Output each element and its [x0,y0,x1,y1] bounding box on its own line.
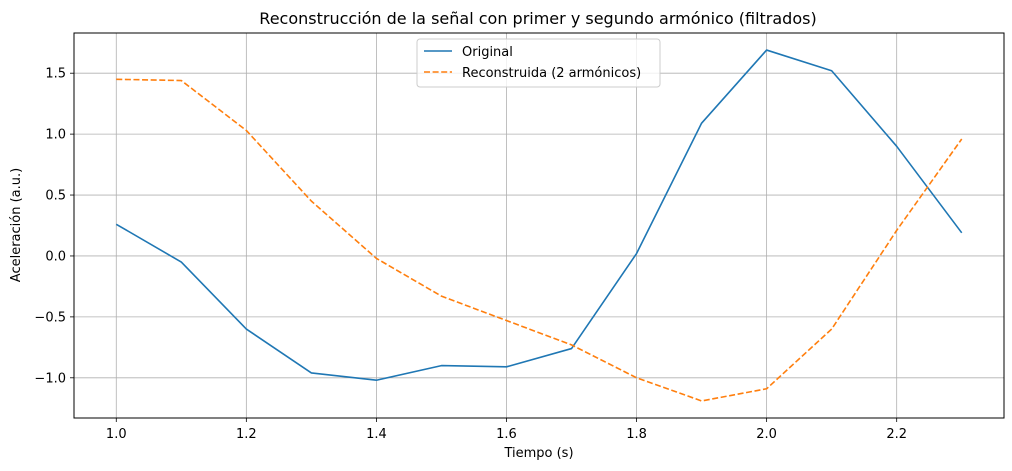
x-tick-label: 2.0 [756,427,777,442]
y-tick-label: 1.5 [45,67,66,82]
grid-lines [74,33,1004,418]
x-tick-label: 1.2 [236,427,257,442]
x-tick-label: 1.0 [106,427,127,442]
legend-box [416,38,661,88]
series-line-reconstruida [116,78,963,402]
plot-frame [73,32,1005,419]
x-axis-label: Tiempo (s) [503,446,573,461]
y-tick-label: 1.0 [45,128,66,143]
series-layer [115,49,963,402]
y-tick-label: 0.5 [45,189,66,204]
y-tick-label: 0.0 [45,249,66,264]
legend: Original Reconstruida (2 armónicos) [416,38,661,88]
y-tick-label: −0.5 [34,310,66,325]
x-tick-label: 1.6 [496,427,517,442]
x-tick-label: 1.8 [626,427,647,442]
x-tick-label: 1.4 [366,427,387,442]
y-tick-label: −1.0 [34,371,66,386]
x-axis: 1.0 1.2 1.4 1.6 1.8 2.0 2.2 [106,418,907,442]
legend-label-reconstruida: Reconstruida (2 armónicos) [462,66,641,81]
series-line-original [115,49,963,382]
y-axis-label: Aceleración (a.u.) [9,168,24,282]
x-tick-label: 2.2 [886,427,907,442]
chart-title: Reconstrucción de la señal con primer y … [259,9,816,28]
y-axis: −1.0 −0.5 0.0 0.5 1.0 1.5 [34,67,74,386]
legend-label-original: Original [462,45,513,60]
